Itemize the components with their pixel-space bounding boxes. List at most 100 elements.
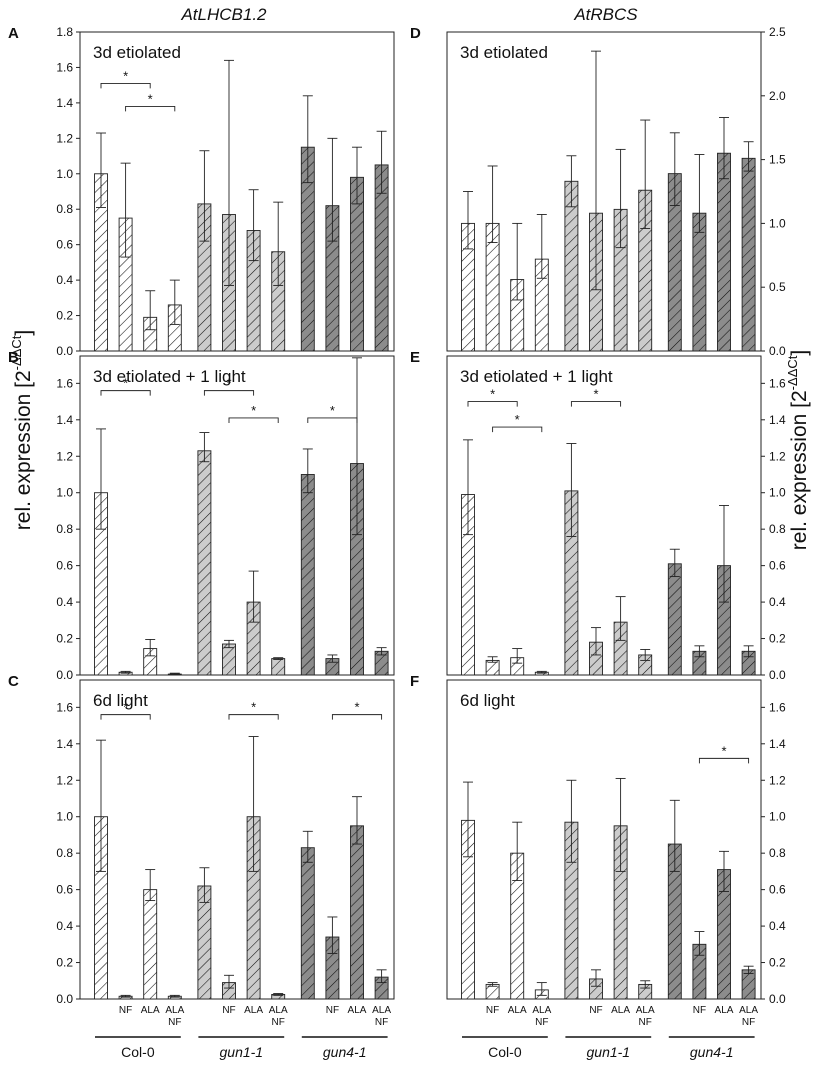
bar [197, 885, 212, 1000]
panel-title: 3d etiolated [460, 43, 548, 62]
x-tick-label: ALA [508, 1005, 527, 1016]
y-tick-label: 0.2 [769, 956, 786, 970]
significance-bracket [307, 417, 358, 423]
ylabel-right-main: rel. expression [2 [788, 390, 811, 550]
y-tick-label: 1.4 [769, 413, 786, 427]
y-tick-label: 2.0 [769, 89, 786, 103]
y-tick-label: 1.4 [56, 96, 73, 110]
significance-bracket [100, 82, 151, 89]
y-tick-label: 0.2 [769, 632, 786, 646]
y-tick-label: 1.6 [56, 60, 73, 74]
svg-text:rel. expression [2-ΔΔCt]: rel. expression [2-ΔΔCt] [785, 350, 811, 550]
significance-bracket [100, 714, 151, 720]
y-tick-label: 0.2 [56, 956, 73, 970]
y-tick-label: 1.4 [769, 737, 786, 751]
panel-D: D 3d etiolated 0.0 0.5 1.0 1.5 2.0 2.5 [410, 25, 786, 358]
bar [300, 474, 315, 676]
panel-A: A 3d etiolated 0.0 0.2 0.4 0.6 0.8 1.0 1.2 1.4 1.6… [8, 25, 395, 358]
panel-letter: C [8, 673, 19, 690]
panel-letter: B [8, 349, 19, 366]
y-tick-label: 0.2 [56, 309, 73, 323]
panel-title: 3d etiolated [93, 43, 181, 62]
y-tick-label: 0.5 [769, 280, 786, 294]
panel-letter: F [410, 673, 419, 690]
svg-text:rel. expression [2-ΔΔCt]: rel. expression [2-ΔΔCt] [9, 330, 35, 530]
y-tick-label: 0.0 [56, 992, 73, 1006]
significance-bracket [467, 401, 518, 407]
group-label: gun1-1 [587, 1044, 631, 1060]
significance-bracket [100, 390, 151, 396]
y-tick-label: 1.0 [769, 486, 786, 500]
panel-frame [79, 31, 395, 352]
y-tick-label: 1.2 [769, 773, 786, 787]
y-tick-label: 2.5 [769, 25, 786, 39]
panel-frame [79, 679, 395, 1000]
y-tick-label: 0.4 [56, 919, 73, 933]
panel-frame [446, 679, 762, 1000]
significance-star: * [123, 376, 128, 391]
x-tick-label: NF [535, 1017, 548, 1028]
panels: A 3d etiolated 0.0 0.2 0.4 0.6 0.8 1.0 1.2 1.4 1.6… [8, 25, 786, 1006]
y-axis-label-left: rel. expression [2-ΔΔCt] [9, 330, 35, 530]
panel-title: 3d etiolated + 1 light [93, 367, 246, 386]
bar [741, 157, 756, 352]
significance-star: * [354, 700, 359, 715]
y-tick-label: 0.4 [769, 919, 786, 933]
y-tick-label: 0.8 [56, 846, 73, 860]
x-tick-label: ALA [611, 1005, 630, 1016]
y-tick-label: 1.0 [769, 810, 786, 824]
panel-C: C 6d light 0.0 0.2 0.4 0.6 0.8 1.0 1.2 1.4 1.6 * * * [8, 673, 395, 1006]
bar [143, 889, 158, 1000]
panel-frame [79, 355, 395, 676]
y-tick-label: 0.8 [56, 522, 73, 536]
y-tick-label: 1.2 [56, 449, 73, 463]
x-tick-label: ALA [244, 1005, 263, 1016]
y-tick-label: 0.6 [769, 559, 786, 573]
panel-F: F 6d light 0.0 0.2 0.4 0.6 0.8 1.0 1.2 1.4 1.6 * [410, 673, 786, 1006]
x-tick-label: ALA [269, 1005, 288, 1016]
significance-star: * [251, 403, 256, 418]
bar [717, 152, 731, 352]
panel-letter: E [410, 349, 420, 366]
group-label: Col-0 [121, 1044, 155, 1060]
panel-letter: A [8, 25, 19, 42]
y-tick-label: 0.8 [769, 846, 786, 860]
bar [692, 212, 707, 352]
y-axis-label-right: rel. expression [2-ΔΔCt] [785, 350, 811, 550]
x-tick-label: ALA [739, 1005, 758, 1016]
ylabel-right-sup: -ΔΔCt [785, 355, 800, 390]
x-tick-label: NF [742, 1017, 755, 1028]
y-tick-label: 0.0 [769, 992, 786, 1006]
x-tick-label: NF [326, 1005, 339, 1016]
significance-star: * [515, 412, 520, 427]
x-tick-label: ALA [165, 1005, 184, 1016]
x-tick-label: ALA [715, 1005, 734, 1016]
y-tick-label: 1.6 [56, 376, 73, 390]
bar [667, 563, 682, 676]
y-tick-label: 1.4 [56, 737, 73, 751]
group-label: gun4-1 [323, 1044, 367, 1060]
significance-star: * [490, 387, 495, 402]
x-tick-label: ALA [141, 1005, 160, 1016]
x-tick-label: NF [222, 1005, 235, 1016]
y-tick-label: 0.6 [56, 559, 73, 573]
x-tick-label: NF [589, 1005, 602, 1016]
x-tick-label: NF [168, 1017, 181, 1028]
significance-bracket [331, 714, 383, 720]
significance-bracket [203, 390, 255, 396]
panel-B: B 3d etiolated + 1 light 0.0 0.2 0.4 0.6 0.8 1.… [8, 349, 395, 682]
group-label: Col-0 [488, 1044, 522, 1060]
y-tick-label: 0.0 [769, 668, 786, 682]
y-tick-label: 0.4 [56, 595, 73, 609]
y-tick-label: 0.0 [769, 344, 786, 358]
significance-bracket [698, 757, 750, 764]
ylabel-left-close: ] [12, 330, 35, 336]
panel-title: 3d etiolated + 1 light [460, 367, 613, 386]
y-tick-label: 1.5 [769, 153, 786, 167]
panel-title: 6d light [460, 691, 515, 710]
significance-star: * [721, 743, 726, 758]
panel-letter: D [410, 25, 421, 42]
ylabel-left-main: rel. expression [2 [12, 370, 35, 530]
